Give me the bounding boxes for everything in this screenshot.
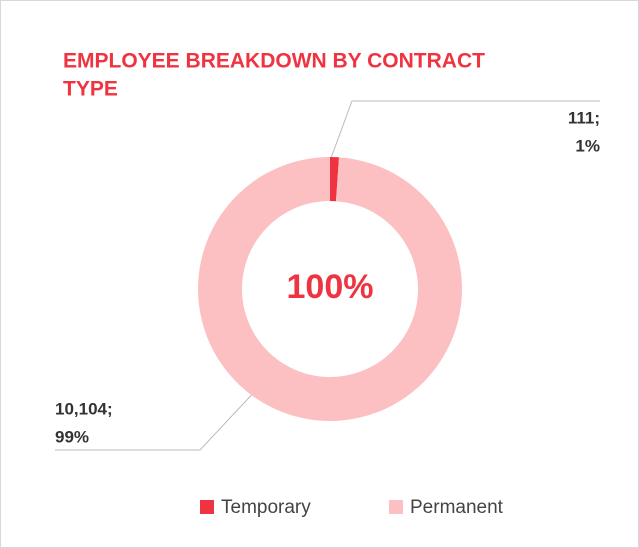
data-label: 99% bbox=[55, 427, 89, 446]
data-label: 1% bbox=[575, 136, 600, 155]
leader-line bbox=[330, 100, 600, 159]
leader-line bbox=[55, 387, 259, 451]
center-label: 100% bbox=[287, 268, 374, 306]
chart-title: TYPE bbox=[63, 78, 118, 101]
legend-swatch bbox=[389, 500, 403, 514]
data-label: 111; bbox=[568, 108, 600, 127]
legend-label: Permanent bbox=[410, 497, 504, 518]
legend-swatch bbox=[200, 500, 214, 514]
slice bbox=[330, 157, 340, 202]
slice bbox=[198, 157, 463, 421]
legend-label: Temporary bbox=[221, 497, 311, 518]
chart-title: EMPLOYEE BREAKDOWN BY CONTRACT bbox=[63, 50, 485, 73]
data-label: 10,104; bbox=[55, 399, 113, 418]
